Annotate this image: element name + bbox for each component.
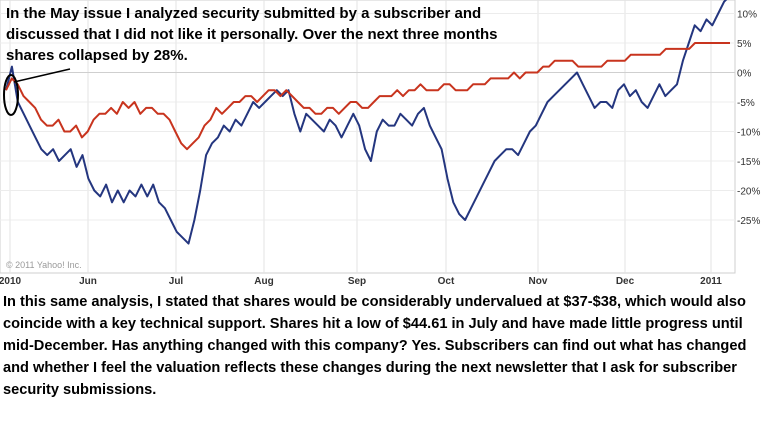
x-tick-label: Oct (438, 276, 455, 287)
y-tick-label: 10% (737, 10, 757, 21)
analysis-paragraph: In this same analysis, I stated that sha… (3, 294, 747, 398)
y-tick-label: -20% (737, 187, 760, 198)
headline-annotation: In the May issue I analyzed security sub… (6, 5, 498, 64)
y-tick-label: -5% (737, 98, 755, 109)
x-tick-label: 2010 (0, 276, 22, 287)
start-point-highlight-ellipse (3, 74, 19, 116)
y-axis-tick-labels: 10% 5% 0% -5% -10% -15% -20% -25% (737, 10, 760, 228)
y-tick-label: 0% (737, 69, 752, 80)
x-axis-tick-labels: 2010 Jun Jul Aug Sep Oct Nov Dec 2011 (0, 276, 722, 287)
x-tick-label: 2011 (700, 276, 722, 287)
series-line-stock (5, 0, 728, 245)
y-tick-label: -15% (737, 157, 760, 168)
horizontal-gridlines (0, 13, 735, 221)
x-tick-label: Aug (254, 276, 273, 287)
series-line-benchmark (5, 42, 730, 151)
y-tick-label: 5% (737, 39, 752, 50)
x-tick-label: Sep (348, 276, 366, 287)
stock-comparison-chart: 10% 5% 0% -5% -10% -15% -20% -25% 2010 Jun Jul Aug… (0, 0, 760, 287)
copyright-label: © 2011 Yahoo! Inc. (6, 260, 82, 270)
y-tick-label: -10% (737, 128, 760, 139)
plot-area (0, 0, 736, 274)
vertical-gridlines (9, 0, 712, 273)
x-tick-label: Jul (169, 276, 184, 287)
y-tick-label: -25% (737, 216, 760, 227)
callout-pointer-line (13, 68, 71, 83)
x-tick-label: Jun (79, 276, 97, 287)
x-tick-label: Nov (529, 276, 548, 287)
x-tick-label: Dec (616, 276, 635, 287)
series-lines (5, 0, 730, 245)
